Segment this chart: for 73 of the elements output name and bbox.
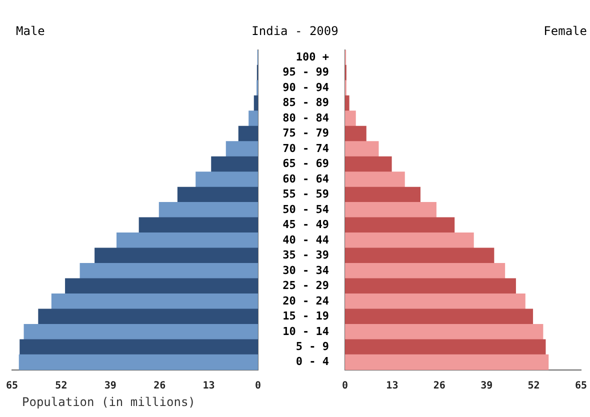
bar [158,202,258,218]
y-tick-label: 10 - 14 [282,324,330,338]
y-tick-label: 75 - 79 [282,126,329,140]
y-tick-label: 100 + [296,50,330,64]
bar [345,217,455,234]
bar [24,324,258,340]
bar [116,232,258,248]
y-tick-label: 70 - 74 [282,142,330,155]
x-tick-label: 52 [528,380,540,392]
y-tick-label: 90 - 94 [282,80,330,94]
y-tick-label: 35 - 39 [282,248,329,262]
x-tick-label: 52 [55,380,68,392]
bar [196,172,258,188]
y-tick-label: 60 - 64 [282,172,330,186]
bar [345,141,379,157]
bar [345,278,516,294]
x-tick-label: 65 [574,380,588,392]
y-tick-label: 95 - 99 [282,66,329,79]
bar [345,110,356,127]
bar [248,110,258,127]
x-tick-label: 65 [6,380,18,392]
bar [226,141,258,157]
bar [345,126,366,142]
y-tick-label: 45 - 49 [282,218,329,232]
bar [345,339,546,356]
bar [38,308,258,325]
bar [51,293,258,310]
bar [65,278,258,294]
y-tick-label: 40 - 44 [282,233,330,246]
x-tick-label: 0 [254,380,262,392]
bar [20,339,258,356]
x-tick-label: 13 [386,380,398,392]
y-tick-label: 5 - 9 [296,340,329,353]
bar [345,202,436,218]
chart-title: Female [544,24,587,38]
y-tick-label: 80 - 84 [282,111,330,124]
bar [345,293,526,310]
y-tick-label: 85 - 89 [282,96,329,110]
bar [345,263,506,279]
bar [94,248,258,264]
x-tick-label: 39 [480,380,493,392]
y-tick-label: 15 - 19 [282,310,329,323]
bar [345,308,534,325]
bar [345,156,392,172]
bar [345,248,494,264]
x-tick-label: 13 [202,380,215,392]
bar [238,126,258,142]
x-tick-label: 0 [342,380,348,392]
x-axis-title: Population (in millions) [22,395,196,409]
bar [211,156,258,172]
y-tick-label: 20 - 24 [282,294,330,308]
bar [80,263,258,279]
text: India - 2009 [252,24,338,38]
bar [177,186,258,203]
bar [345,232,474,248]
bar [254,95,258,112]
bar [345,95,350,112]
bar [345,186,420,203]
x-tick-label: 26 [433,380,446,392]
bar [138,217,258,234]
y-tick-label: 55 - 59 [282,188,329,201]
x-tick-label: 39 [104,380,116,392]
y-tick-label: 0 - 4 [296,355,330,368]
bar [345,354,549,370]
chart-title: Male [16,24,45,38]
bar [18,354,258,370]
y-tick-label: 25 - 29 [282,279,329,292]
y-tick-label: 50 - 54 [282,202,330,216]
bar [345,324,544,340]
bar [345,172,405,188]
x-tick-label: 26 [154,380,166,392]
y-tick-label: 30 - 34 [282,264,330,277]
y-tick-label: 65 - 69 [282,157,329,170]
